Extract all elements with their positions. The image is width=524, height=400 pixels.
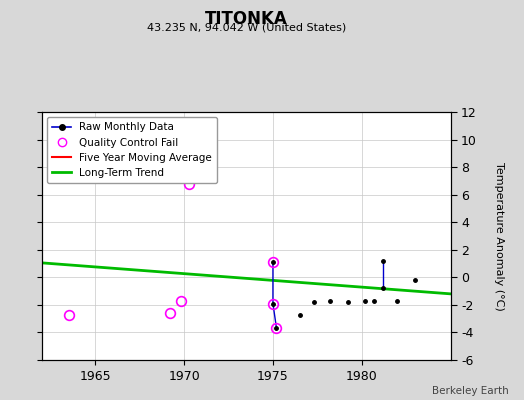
- Y-axis label: Temperature Anomaly (°C): Temperature Anomaly (°C): [494, 162, 504, 310]
- Text: Berkeley Earth: Berkeley Earth: [432, 386, 508, 396]
- Text: TITONKA: TITONKA: [205, 10, 288, 28]
- Legend: Raw Monthly Data, Quality Control Fail, Five Year Moving Average, Long-Term Tren: Raw Monthly Data, Quality Control Fail, …: [47, 117, 217, 183]
- Text: 43.235 N, 94.042 W (United States): 43.235 N, 94.042 W (United States): [147, 22, 346, 32]
